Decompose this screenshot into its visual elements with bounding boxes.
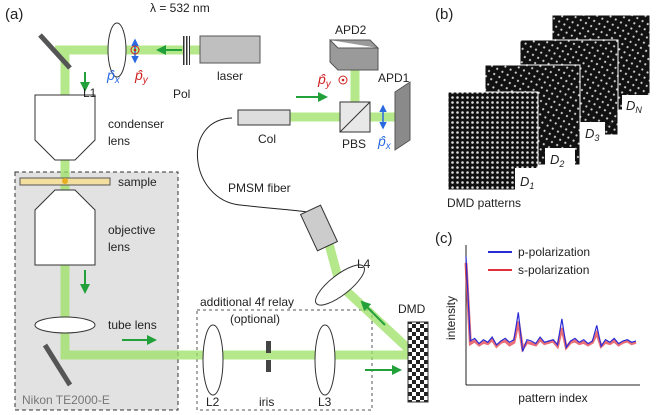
figure: (a) λ = 532 nm L1 Pol laser p̂x p̂y p̂y … [0,0,660,415]
iris-label: iris [259,395,274,409]
lens-label: L4 [357,257,371,271]
condenser-label: condenser [108,117,164,131]
polarizer [183,36,190,65]
wavelength-label: λ = 532 nm [150,1,210,15]
lens-label: L3 [318,395,332,409]
panel-label: (a) [5,6,23,23]
specimen [62,178,68,184]
px-label: p̂x [377,133,392,152]
pol-label: Pol [173,87,190,101]
laser-box [200,36,260,63]
relay-label: additional 4f relay [200,295,294,309]
pbs-label: PBS [342,137,366,151]
polarization-dot [134,49,137,52]
tube-lens-label: tube lens [108,318,157,332]
tube-lens [35,317,95,333]
objective-label: objective [108,223,156,237]
py-label: p̂y [317,71,332,90]
caption: DMD patterns [447,196,521,210]
dmd-label: DMD [398,302,426,316]
legend-label: s-polarization [518,263,589,277]
condenser-lens [35,95,95,160]
chart: intensity pattern index p-polarization s-po… [444,245,640,405]
dmd-chip [408,322,428,402]
panel-label: (c) [435,230,453,247]
lens [315,325,335,395]
col-label: Col [258,132,276,146]
microscope-label: Nikon TE2000-E [22,393,110,407]
collimator [238,110,290,125]
iris-blade [266,360,271,372]
y-axis-label: intensity [444,296,458,340]
apd1-detector [395,82,410,150]
relay-label: (optional) [230,312,280,326]
panel-label: (b) [435,6,453,23]
fiber-label: PMSM fiber [228,181,291,195]
fiber-coupler [301,205,338,251]
legend-label: p-polarization [518,245,590,259]
iris-blade [266,341,271,353]
x-axis-label: pattern index [518,391,587,405]
apd1-label: APD1 [378,71,410,85]
apd2-detector [330,40,378,70]
objective-label: lens [108,240,130,254]
lens-label: L1 [83,86,97,100]
apd2-label: APD2 [335,23,367,37]
lens-label: L2 [206,395,220,409]
py-label: p̂y [134,67,149,86]
condenser-label: lens [108,134,130,148]
sample-label: sample [118,175,157,189]
polarization-dot [342,79,345,82]
objective-lens [35,190,95,265]
lens [203,325,223,395]
laser-label: laser [217,69,243,83]
